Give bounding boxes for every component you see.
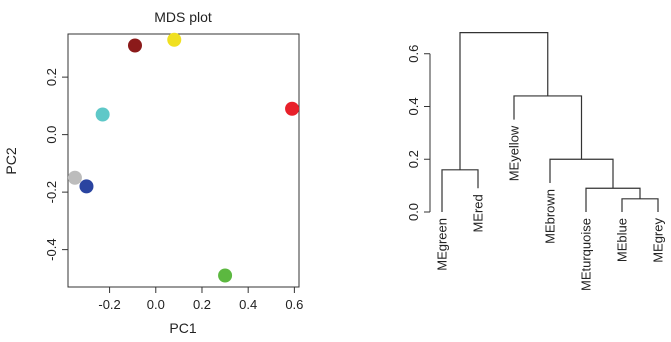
scatter-point bbox=[167, 32, 182, 47]
scatter-y-tick-label: 0.0 bbox=[44, 126, 59, 144]
dendrogram-y-axis: 0.0 0.2 0.4 0.6 bbox=[406, 45, 431, 221]
dendrogram-merge-branch bbox=[621, 198, 659, 212]
scatter-y-tick-label: -0.2 bbox=[44, 181, 59, 203]
dendrogram-merge-branch bbox=[513, 95, 583, 160]
scatter-points bbox=[67, 32, 300, 283]
dendrogram-y-tick-label: 0.2 bbox=[406, 150, 421, 168]
scatter-x-tick-label: 0.2 bbox=[193, 297, 211, 312]
scatter-y-axis-label: PC2 bbox=[3, 147, 19, 174]
dendrogram-y-tick-label: 0.4 bbox=[406, 97, 421, 115]
scatter-title: MDS plot bbox=[154, 9, 212, 25]
scatter-plot-frame bbox=[67, 33, 300, 288]
dendrogram-leaf-label: MEyellow bbox=[507, 125, 522, 181]
dendrogram-leaf-labels: MEgreen MEred MEyellow MEbrown MEturquoise ME… bbox=[435, 125, 666, 291]
scatter-point bbox=[67, 170, 82, 185]
dendrogram-leaf-label: MEturquoise bbox=[579, 218, 594, 291]
scatter-point bbox=[127, 38, 142, 53]
dendrogram-merge-branch bbox=[459, 32, 549, 170]
mds-scatter-panel: MDS plot PC1 PC2 -0.2 0.0 0.2 0.4 0.6 -0.4-0… bbox=[3, 9, 303, 336]
scatter-x-ticks: -0.2 0.0 0.2 0.4 0.6 bbox=[98, 286, 303, 312]
dendrogram-leaf-label: MEbrown bbox=[543, 189, 558, 244]
dendrogram-merge-branch bbox=[549, 158, 614, 189]
dendrogram-leaf-label: MEgreen bbox=[435, 218, 450, 271]
scatter-point bbox=[95, 107, 110, 122]
scatter-x-tick-label: 0.6 bbox=[285, 297, 303, 312]
dendrogram-leaf-label: MEgrey bbox=[651, 218, 666, 263]
dendrogram-panel: 0.0 0.2 0.4 0.6 MEgreen MEred MEyellow MEbrown… bbox=[406, 32, 666, 291]
dendrogram-branches bbox=[441, 32, 659, 212]
scatter-y-tick-label: -0.4 bbox=[44, 238, 59, 260]
scatter-x-tick-label: 0.4 bbox=[239, 297, 257, 312]
scatter-x-tick-label: -0.2 bbox=[98, 297, 120, 312]
dendrogram-y-tick-label: 0.6 bbox=[406, 45, 421, 63]
scatter-y-tick-label: 0.2 bbox=[44, 68, 59, 86]
scatter-point bbox=[285, 101, 300, 116]
scatter-y-ticks: -0.4 -0.2 0.0 0.2 bbox=[44, 68, 69, 261]
scatter-x-tick-label: 0.0 bbox=[147, 297, 165, 312]
scatter-point bbox=[79, 179, 94, 194]
scatter-point bbox=[218, 268, 233, 283]
dendrogram-y-tick-label: 0.0 bbox=[406, 203, 421, 221]
dendrogram-leaf-label: MEblue bbox=[615, 218, 630, 262]
dendrogram-merge-branch bbox=[585, 187, 641, 212]
scatter-x-axis-label: PC1 bbox=[169, 320, 196, 336]
dendrogram-leaf-label: MEred bbox=[471, 194, 486, 232]
